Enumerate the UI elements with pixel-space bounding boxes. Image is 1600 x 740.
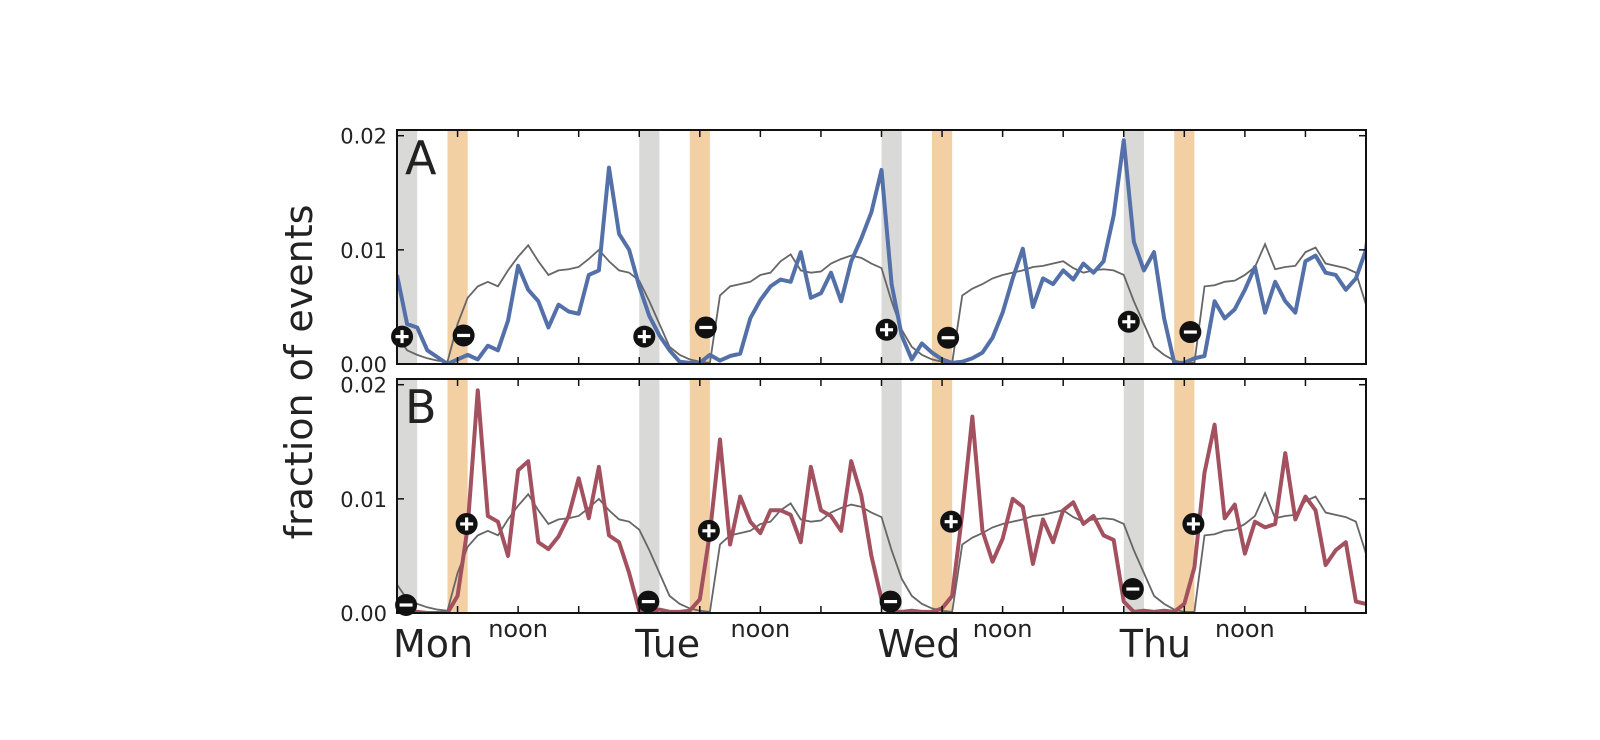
day-label: Mon [393, 622, 473, 666]
night-band [1123, 379, 1144, 613]
panel-b: 0.00 0.01 0.02 B [340, 374, 1367, 626]
plus-marker [697, 519, 720, 542]
plus-marker [1117, 310, 1140, 333]
morning-band [931, 130, 953, 364]
y-tick-label: 0.02 [340, 374, 387, 398]
minus-marker [694, 316, 717, 339]
y-tick-label: 0.00 [340, 602, 387, 626]
baseline-line [397, 490, 1366, 613]
plus-marker [633, 325, 656, 348]
night-band [639, 379, 660, 613]
noon-label: noon [488, 615, 548, 643]
morning-band [689, 130, 710, 364]
plus-marker [875, 318, 898, 341]
plus-marker [455, 512, 478, 535]
x-axis-labels: Mon noon Tue noon Wed noon Thu noon [393, 615, 1275, 666]
minus-marker [452, 324, 475, 347]
plus-marker [1182, 512, 1205, 535]
morning-band [447, 379, 468, 613]
morning-band [931, 379, 953, 613]
plus-marker [940, 510, 963, 533]
baseline-line [397, 241, 1366, 364]
night-band [881, 379, 902, 613]
panel-label: A [405, 131, 437, 185]
morning-band [447, 130, 468, 364]
y-axis-label: fraction of events [277, 205, 321, 540]
minus-marker [879, 590, 902, 613]
y-tick-label: 0.00 [340, 353, 387, 377]
minus-marker [395, 594, 418, 617]
panel-a: 0.00 0.01 0.02 A [340, 125, 1367, 377]
minus-marker [637, 590, 660, 613]
morning-band [689, 379, 710, 613]
noon-label: noon [730, 615, 790, 643]
y-tick-label: 0.01 [340, 488, 387, 512]
panel-label: B [405, 380, 437, 434]
minus-marker [1121, 578, 1144, 601]
y-tick-label: 0.02 [340, 125, 387, 149]
y-tick-label: 0.01 [340, 239, 387, 263]
minus-marker [1179, 321, 1202, 344]
noon-label: noon [1215, 615, 1275, 643]
morning-band [1174, 130, 1195, 364]
day-label: Wed [878, 622, 961, 666]
minus-marker [937, 326, 960, 349]
noon-label: noon [973, 615, 1033, 643]
morning-band [1174, 379, 1195, 613]
series-line [397, 138, 1366, 364]
day-label: Thu [1119, 622, 1191, 666]
day-label: Tue [634, 622, 700, 666]
plus-marker [391, 325, 414, 348]
night-band [397, 379, 418, 613]
